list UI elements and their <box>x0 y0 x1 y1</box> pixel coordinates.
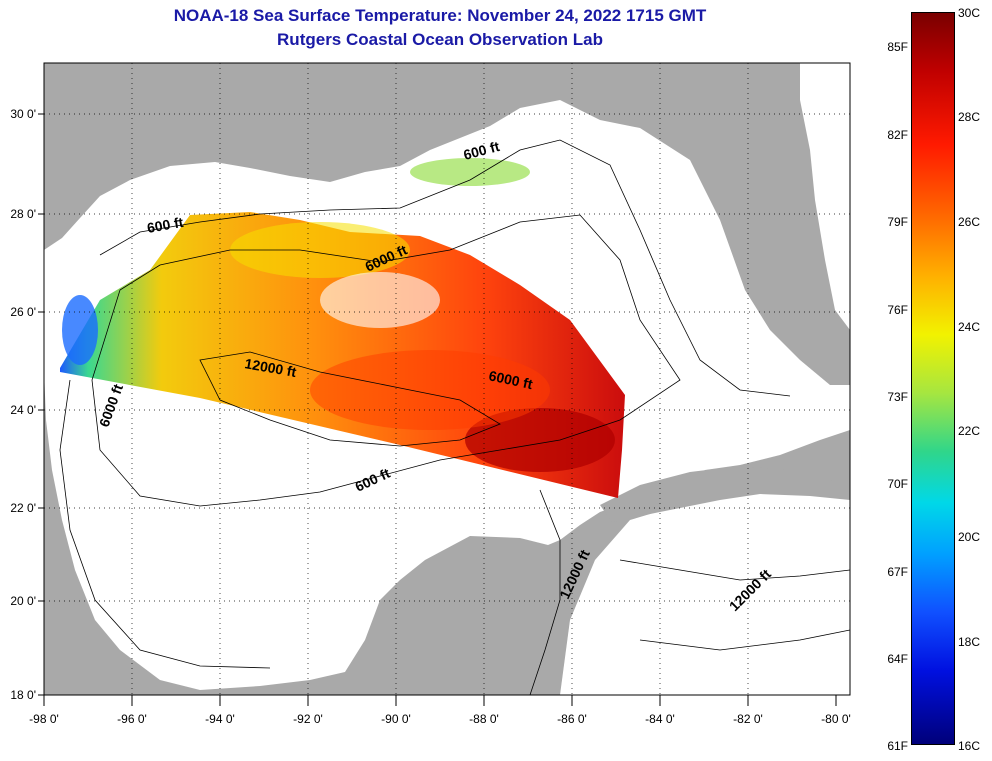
colorbar-label-28c: 28C <box>958 110 981 124</box>
colorbar-label-67f: 67F <box>887 565 908 579</box>
colorbar-label-22c: 22C <box>958 424 981 438</box>
colorbar-label-30c: 30C <box>958 6 981 20</box>
axis-ticks <box>38 113 837 706</box>
colorbar-label-26c: 26C <box>958 215 981 229</box>
sst-coastal-patch <box>410 158 530 186</box>
page-subtitle: Rutgers Coastal Ocean Observation Lab <box>277 30 603 49</box>
page-title: NOAA-18 Sea Surface Temperature: Novembe… <box>173 6 707 25</box>
sst-warm-band <box>310 350 550 430</box>
lon-label-92: -92 0' <box>293 712 323 726</box>
lon-label-98: -98 0' <box>29 712 59 726</box>
colorbar-label-79f: 79F <box>887 215 908 229</box>
sst-northern-patch <box>230 222 410 278</box>
lat-label-30: 30 0' <box>10 107 36 121</box>
sst-cold-edge <box>62 295 98 365</box>
sst-cloud-gap <box>320 272 440 328</box>
contour-label-600-west: 600 ft <box>146 214 185 236</box>
lon-label-84: -84 0' <box>645 712 675 726</box>
colorbar-label-85f: 85F <box>887 40 908 54</box>
lon-label-82: -82 0' <box>733 712 763 726</box>
lon-label-94: -94 0' <box>205 712 235 726</box>
lon-label-90: -90 0' <box>381 712 411 726</box>
contour-west-margin-line <box>59 379 271 669</box>
lon-label-86: -86 0' <box>557 712 587 726</box>
lon-label-80: -80 0' <box>821 712 851 726</box>
contour-600-line <box>99 139 791 397</box>
map-frame <box>43 62 851 696</box>
lat-label-18: 18 0' <box>10 688 36 702</box>
sst-map: 600 ft 600 ft 600 ft 6000 ft 6000 ft 600… <box>38 62 851 706</box>
contour-caribbean-line <box>619 559 850 651</box>
colorbar-label-73f: 73F <box>887 390 908 404</box>
lon-label-96: -96 0' <box>117 712 147 726</box>
lat-label-20: 20 0' <box>10 594 36 608</box>
lat-label-28: 28 0' <box>10 207 36 221</box>
cuba-land <box>600 466 850 522</box>
graticule <box>44 63 850 695</box>
colorbar-label-16c: 16C <box>958 739 981 753</box>
colorbar-label-24c: 24C <box>958 320 981 334</box>
temperature-colorbar <box>911 12 955 745</box>
colorbar-label-70f: 70F <box>887 477 908 491</box>
colorbar-label-76f: 76F <box>887 303 908 317</box>
sst-hot-core <box>465 408 615 472</box>
lon-label-88: -88 0' <box>469 712 499 726</box>
colorbar-label-82f: 82F <box>887 128 908 142</box>
contour-6000-line <box>91 214 681 507</box>
atlantic-water <box>800 63 850 330</box>
contour-yucatan-line <box>529 489 561 695</box>
caribbean-water <box>560 488 850 695</box>
colorbar-label-18c: 18C <box>958 635 981 649</box>
colorbar-label-64f: 64F <box>887 652 908 666</box>
lat-label-24: 24 0' <box>10 403 36 417</box>
colorbar-label-61f: 61F <box>887 739 908 753</box>
colorbar-label-20c: 20C <box>958 530 981 544</box>
lat-label-22: 22 0' <box>10 501 36 515</box>
lat-label-26: 26 0' <box>10 305 36 319</box>
